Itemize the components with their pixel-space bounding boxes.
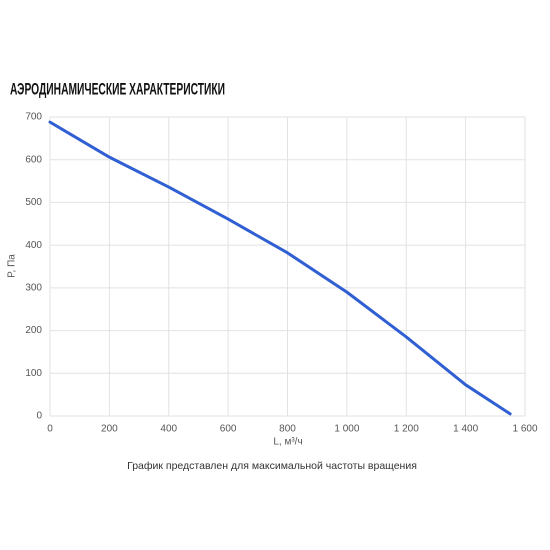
x-tick-label: 800 <box>279 424 296 435</box>
chart-title: АЭРОДИНАМИЧЕСКИЕ ХАРАКТЕРИСТИКИ <box>10 79 225 98</box>
y-tick-label: 700 <box>25 112 42 123</box>
y-tick-label: 500 <box>25 197 42 208</box>
y-tick-label: 0 <box>36 411 42 422</box>
y-tick-label: 400 <box>25 240 42 251</box>
x-tick-label: 200 <box>101 424 118 435</box>
x-tick-label: 1 000 <box>334 424 359 435</box>
y-tick-label: 100 <box>25 368 42 379</box>
data-line <box>48 120 512 416</box>
x-tick-label: 600 <box>220 424 237 435</box>
y-tick-label: 200 <box>25 325 42 336</box>
chart-note: График представлен для максимальной част… <box>127 460 417 472</box>
x-tick-label: 1 400 <box>453 424 478 435</box>
x-tick-label: 1 200 <box>394 424 419 435</box>
x-tick-label: 0 <box>47 424 53 435</box>
y-axis-label: P, Па <box>7 254 18 278</box>
y-tick-label: 600 <box>25 154 42 165</box>
x-tick-label: 400 <box>160 424 177 435</box>
y-tick-label: 300 <box>25 282 42 293</box>
x-axis-label: L, м³/ч <box>273 437 302 448</box>
x-tick-label: 1 600 <box>512 424 537 435</box>
